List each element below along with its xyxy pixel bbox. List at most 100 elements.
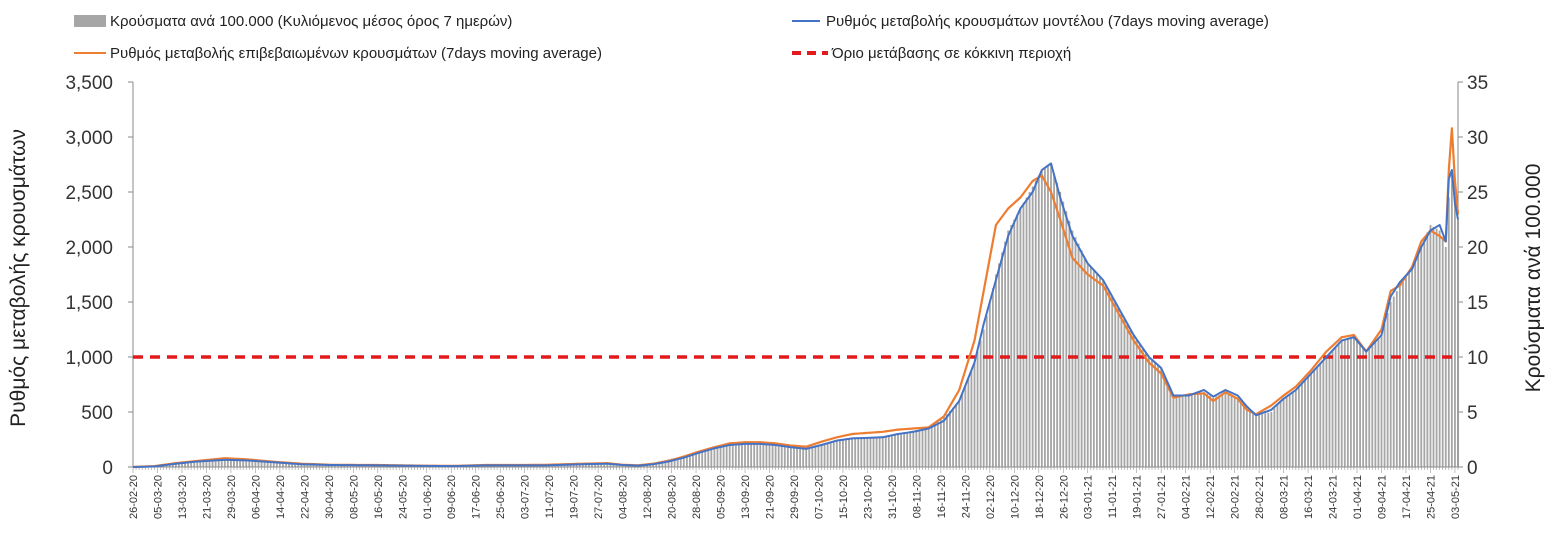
- case-rate-bar: [1089, 266, 1092, 467]
- case-rate-bar: [866, 437, 869, 467]
- y-right-tick-label: 5: [1467, 403, 1478, 424]
- case-rate-bar: [1408, 273, 1410, 468]
- case-rate-bar: [679, 456, 682, 467]
- case-rate-bar: [808, 446, 811, 467]
- case-rate-bar: [1242, 405, 1245, 467]
- case-rate-bar: [1301, 383, 1303, 467]
- case-rate-bar: [979, 340, 982, 467]
- case-rate-bars: [135, 164, 1459, 468]
- case-rate-bar: [217, 459, 220, 467]
- case-rate-bar: [1157, 365, 1160, 467]
- case-rate-bar: [1126, 324, 1129, 467]
- case-rate-bar: [1438, 230, 1441, 467]
- case-rate-bar: [606, 463, 609, 467]
- case-rate-bar: [1362, 347, 1365, 467]
- case-rate-bar: [1031, 186, 1034, 467]
- case-rate-bar: [1319, 363, 1322, 467]
- y-axis-left-title: Ρυθμός μεταβολής κρουσμάτων: [7, 129, 30, 427]
- legend-label-threshold: Όριο μετάβασης σε κόκκινη περιοχή: [831, 45, 1071, 62]
- case-rate-bar: [1264, 413, 1267, 467]
- x-tick-label: 08-03-21: [1279, 475, 1291, 519]
- case-rate-bar: [1398, 285, 1401, 467]
- x-tick-label: 17-06-20: [471, 475, 483, 519]
- case-rate-bar: [786, 444, 789, 467]
- case-rate-bar: [196, 461, 199, 467]
- x-tick-label: 09-04-21: [1377, 475, 1389, 519]
- case-rate-bar: [1349, 338, 1352, 467]
- case-rate-bar: [995, 274, 997, 467]
- case-rate-bar: [269, 461, 272, 467]
- case-rate-bar: [245, 459, 248, 467]
- case-rate-bar: [698, 451, 701, 467]
- case-rate-bar: [1148, 357, 1150, 467]
- case-rate-bar: [1423, 239, 1426, 467]
- case-rate-bar: [1316, 366, 1319, 467]
- y-left-tick-label: 1,000: [65, 348, 113, 369]
- case-rate-bar: [1454, 197, 1456, 467]
- case-rate-bar: [884, 435, 887, 467]
- case-rate-bar: [1288, 393, 1291, 467]
- case-rate-bar: [1411, 269, 1414, 467]
- case-rate-bar: [1037, 175, 1040, 467]
- case-rate-bar: [756, 442, 759, 467]
- case-rate-bar: [875, 436, 878, 467]
- case-rate-bar: [1114, 302, 1117, 467]
- case-rate-bar: [1025, 197, 1028, 467]
- case-rate-bar: [912, 430, 915, 467]
- y-left-tick-label: 3,500: [65, 73, 113, 94]
- case-rate-bar: [223, 459, 226, 467]
- case-rate-bar: [1432, 226, 1435, 467]
- case-rate-bar: [689, 454, 691, 467]
- x-tick-label: 20-08-20: [667, 475, 679, 519]
- x-tick-label: 24-05-20: [397, 475, 409, 519]
- case-rate-bar: [1245, 409, 1248, 467]
- case-rate-bar: [171, 464, 174, 467]
- x-tick-label: 27-01-21: [1156, 475, 1168, 519]
- case-rate-bar: [1252, 413, 1254, 467]
- case-rate-bar: [1224, 392, 1227, 467]
- case-rate-bar: [193, 461, 196, 467]
- case-rate-bar: [1102, 280, 1104, 467]
- case-rate-bar: [1001, 252, 1003, 467]
- x-tick-label: 28-02-21: [1254, 475, 1266, 519]
- case-rate-bar: [1353, 337, 1355, 467]
- case-rate-bar: [199, 461, 202, 467]
- case-rate-bar: [1297, 386, 1300, 467]
- case-rate-bar: [597, 463, 600, 467]
- case-rate-bar: [744, 442, 746, 467]
- x-tick-label: 16-05-20: [373, 475, 385, 519]
- x-tick-label: 12-02-21: [1205, 475, 1217, 519]
- case-rate-bar: [967, 377, 970, 467]
- case-rate-bar: [1077, 243, 1080, 467]
- x-tick-label: 03-01-21: [1083, 475, 1095, 519]
- y-right-tick-label: 0: [1467, 458, 1478, 479]
- y-axis-left-ticks: 0 500 1,000 1,500 2,000 2,500 3,000 3,500: [65, 73, 133, 479]
- case-rate-bar: [1337, 343, 1340, 467]
- case-rate-bar: [1105, 285, 1108, 467]
- case-rate-bar: [1313, 370, 1316, 467]
- case-rate-bar: [1181, 395, 1184, 467]
- case-rate-bar: [181, 463, 183, 467]
- case-rate-bar: [1285, 395, 1288, 467]
- case-rate-bar: [1236, 397, 1239, 467]
- case-rate-bar: [205, 460, 208, 467]
- case-rate-bar: [1129, 329, 1132, 467]
- x-tick-label: 19-01-21: [1132, 475, 1144, 519]
- case-rate-bar: [184, 462, 186, 467]
- x-tick-label: 29-03-20: [226, 475, 238, 519]
- case-rate-bar: [1043, 168, 1046, 468]
- case-rate-bar: [1435, 228, 1438, 467]
- case-rate-bar: [578, 463, 581, 467]
- case-rate-bar: [1074, 237, 1077, 467]
- case-rate-bar: [272, 461, 275, 467]
- case-rate-bar: [872, 436, 875, 467]
- case-rate-bar: [1420, 247, 1423, 467]
- case-rate-bar: [297, 463, 300, 467]
- case-rate-bar: [1325, 357, 1328, 467]
- case-rate-bar: [716, 446, 719, 467]
- legend-label-confirmed: Ρυθμός μεταβολής επιβεβαιωμένων κρουσμάτ…: [110, 45, 602, 62]
- case-rate-bar: [710, 448, 713, 467]
- case-rate-bar: [1062, 201, 1065, 468]
- case-rate-bar: [1086, 263, 1089, 467]
- case-rate-bar: [1212, 397, 1215, 467]
